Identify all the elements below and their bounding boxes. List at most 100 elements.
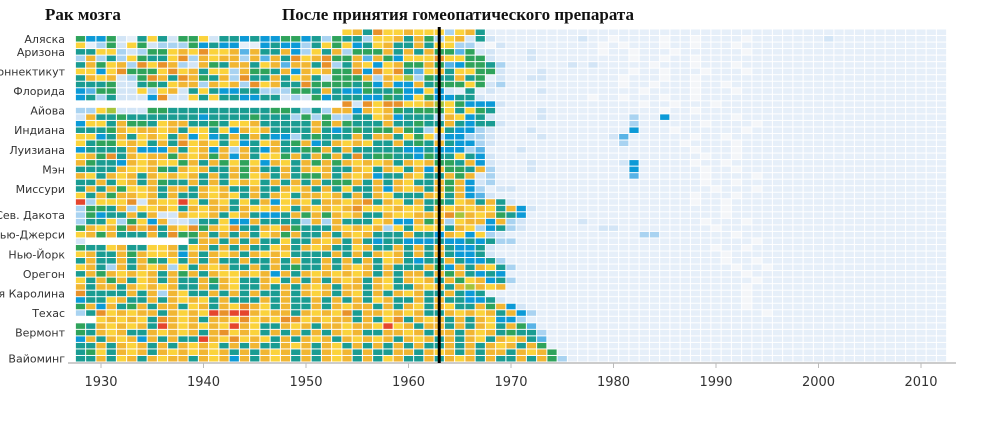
- heatmap-cell: [219, 238, 229, 244]
- heatmap-cell: [762, 81, 772, 88]
- heatmap-cell: [690, 153, 701, 160]
- heatmap-cell: [588, 225, 598, 231]
- heatmap-cell: [608, 342, 619, 349]
- heatmap-cell: [598, 173, 608, 179]
- heatmap-cell: [721, 75, 731, 81]
- heatmap-cell: [537, 140, 547, 147]
- heatmap-cell: [229, 297, 239, 303]
- heatmap-cell: [854, 101, 865, 107]
- heatmap-cell: [414, 133, 424, 140]
- heatmap-cell: [311, 120, 321, 127]
- heatmap-cell: [649, 310, 660, 316]
- heatmap-cell: [895, 238, 906, 244]
- heatmap-cell: [291, 166, 301, 173]
- heatmap-cell: [619, 36, 629, 42]
- heatmap-cell: [496, 68, 506, 75]
- heatmap-cell: [198, 120, 209, 127]
- heatmap-cell: [701, 218, 711, 225]
- heatmap-cell: [906, 42, 916, 49]
- heatmap-cell: [926, 55, 936, 62]
- heatmap-cell: [116, 133, 127, 140]
- heatmap-cell: [660, 75, 670, 81]
- heatmap-cell: [680, 342, 690, 349]
- heatmap-cell: [485, 205, 496, 212]
- heatmap-cell: [639, 212, 649, 218]
- heatmap-cell: [557, 199, 567, 205]
- heatmap-cell: [260, 55, 270, 62]
- heatmap-cell: [178, 342, 188, 349]
- heatmap-cell: [701, 107, 711, 114]
- heatmap-cell: [280, 127, 291, 133]
- heatmap-cell: [393, 290, 403, 297]
- heatmap-cell: [578, 316, 588, 323]
- heatmap-cell: [496, 303, 506, 310]
- heatmap-cell: [127, 323, 137, 329]
- heatmap-cell: [742, 29, 752, 36]
- heatmap-cell: [116, 231, 127, 238]
- heatmap-cell: [772, 120, 783, 127]
- heatmap-cell: [526, 238, 537, 244]
- heatmap-cell: [516, 120, 526, 127]
- heatmap-cell: [690, 244, 701, 251]
- heatmap-cell: [270, 68, 280, 75]
- heatmap-cell: [250, 88, 260, 94]
- heatmap-cell: [291, 55, 301, 62]
- heatmap-cell: [752, 81, 762, 88]
- heatmap-cell: [731, 277, 742, 284]
- heatmap-cell: [332, 107, 342, 114]
- heatmap-cell: [793, 290, 803, 297]
- heatmap-cell: [762, 127, 772, 133]
- heatmap-cell: [209, 218, 219, 225]
- heatmap-cell: [680, 166, 690, 173]
- heatmap-cell: [168, 290, 178, 297]
- heatmap-cell: [557, 186, 567, 192]
- heatmap-cell: [834, 36, 844, 42]
- heatmap-cell: [598, 179, 608, 186]
- heatmap-cell: [455, 75, 465, 81]
- heatmap-cell: [670, 271, 680, 277]
- heatmap-cell: [639, 355, 649, 362]
- heatmap-cell: [639, 218, 649, 225]
- heatmap-cell: [916, 94, 926, 101]
- heatmap-cell: [803, 42, 813, 49]
- heatmap-cell: [352, 153, 362, 160]
- heatmap-cell: [885, 238, 895, 244]
- heatmap-cell: [895, 264, 906, 271]
- heatmap-cell: [895, 316, 906, 323]
- heatmap-cell: [250, 127, 260, 133]
- heatmap-cell: [465, 297, 475, 303]
- heatmap-cell: [649, 140, 660, 147]
- heatmap-cell: [383, 75, 393, 81]
- heatmap-cell: [711, 355, 721, 362]
- heatmap-cell: [465, 349, 475, 355]
- heatmap-cell: [137, 342, 147, 349]
- heatmap-cell: [906, 199, 916, 205]
- heatmap-cell: [414, 336, 424, 342]
- heatmap-cell: [742, 323, 752, 329]
- heatmap-cell: [895, 212, 906, 218]
- heatmap-cell: [219, 277, 229, 284]
- heatmap-cell: [96, 231, 106, 238]
- heatmap-cell: [567, 127, 578, 133]
- heatmap-cell: [598, 153, 608, 160]
- heatmap-cell: [86, 166, 96, 173]
- heatmap-cell: [742, 147, 752, 153]
- heatmap-cell: [752, 192, 762, 199]
- heatmap-cell: [485, 218, 496, 225]
- heatmap-cell: [342, 264, 352, 271]
- heatmap-cell: [291, 160, 301, 166]
- heatmap-cell: [557, 94, 567, 101]
- x-tick-label: 2000: [802, 375, 835, 390]
- heatmap-cell: [731, 147, 742, 153]
- heatmap-cell: [824, 101, 834, 107]
- heatmap-cell: [485, 42, 496, 49]
- heatmap-cell: [639, 75, 649, 81]
- heatmap-cell: [537, 310, 547, 316]
- heatmap-cell: [352, 218, 362, 225]
- heatmap-cell: [752, 147, 762, 153]
- heatmap-cell: [844, 81, 854, 88]
- heatmap-cell: [332, 264, 342, 271]
- heatmap-cell: [721, 29, 731, 36]
- heatmap-cell: [250, 153, 260, 160]
- heatmap-cell: [403, 36, 414, 42]
